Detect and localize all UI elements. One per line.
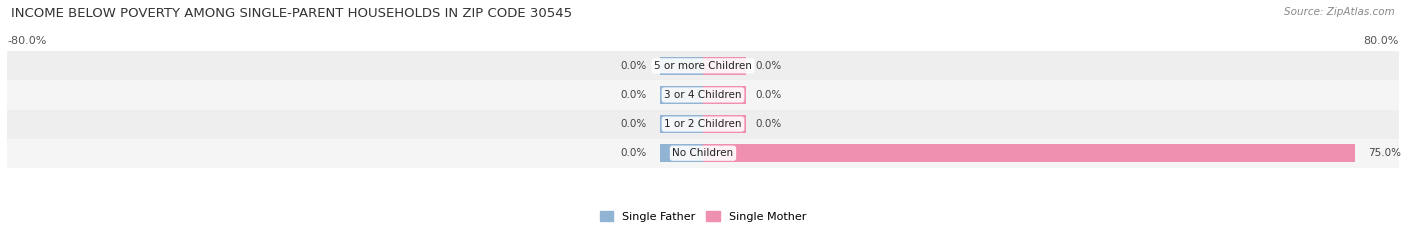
Text: 0.0%: 0.0%: [755, 90, 782, 100]
Text: 0.0%: 0.0%: [620, 90, 647, 100]
Bar: [7, 139, 1399, 168]
Text: 0.0%: 0.0%: [755, 119, 782, 129]
Text: No Children: No Children: [672, 148, 734, 158]
Bar: [659, 115, 703, 133]
Bar: [703, 144, 1355, 162]
Text: INCOME BELOW POVERTY AMONG SINGLE-PARENT HOUSEHOLDS IN ZIP CODE 30545: INCOME BELOW POVERTY AMONG SINGLE-PARENT…: [11, 7, 572, 20]
Text: 80.0%: 80.0%: [1364, 36, 1399, 46]
Bar: [7, 51, 1399, 80]
Text: 0.0%: 0.0%: [620, 148, 647, 158]
Text: 1 or 2 Children: 1 or 2 Children: [664, 119, 742, 129]
Bar: [659, 144, 703, 162]
Text: 0.0%: 0.0%: [620, 61, 647, 71]
Text: 75.0%: 75.0%: [1368, 148, 1402, 158]
Bar: [703, 57, 747, 75]
Bar: [703, 86, 747, 104]
Text: 0.0%: 0.0%: [620, 119, 647, 129]
Text: Source: ZipAtlas.com: Source: ZipAtlas.com: [1284, 7, 1395, 17]
Bar: [7, 80, 1399, 110]
Bar: [7, 110, 1399, 139]
Text: 5 or more Children: 5 or more Children: [654, 61, 752, 71]
Text: -80.0%: -80.0%: [7, 36, 46, 46]
Bar: [659, 57, 703, 75]
Bar: [703, 115, 747, 133]
Legend: Single Father, Single Mother: Single Father, Single Mother: [596, 207, 810, 226]
Bar: [659, 86, 703, 104]
Text: 0.0%: 0.0%: [755, 61, 782, 71]
Text: 3 or 4 Children: 3 or 4 Children: [664, 90, 742, 100]
